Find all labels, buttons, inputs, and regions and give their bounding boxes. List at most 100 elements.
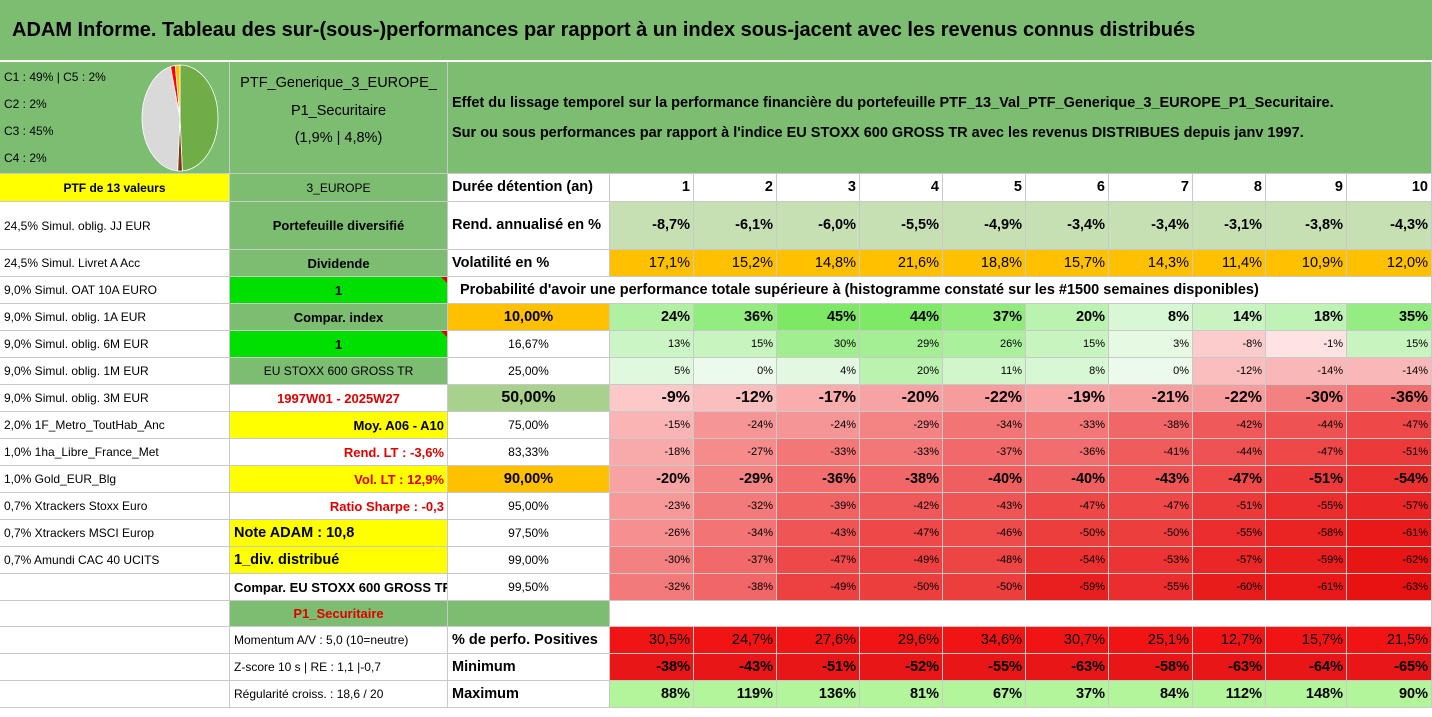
prob-cell: 4% — [777, 358, 860, 385]
pos-cell: 24,7% — [694, 627, 777, 654]
prob-cell: -43% — [1109, 466, 1193, 493]
colB-item: Rend. LT : -3,6% — [230, 439, 448, 466]
prob-threshold: 97,50% — [448, 520, 610, 547]
prob-cell: 29% — [860, 331, 943, 358]
prob-cell: -30% — [610, 547, 694, 574]
prob-threshold: 25,00% — [448, 358, 610, 385]
colA-item: 9,0% Simul. oblig. 1A EUR — [0, 304, 230, 331]
colB-item: 1 — [230, 277, 448, 304]
colA-item: 24,5% Simul. oblig. JJ EUR — [0, 202, 230, 250]
colA-item: 9,0% Simul. OAT 10A EURO — [0, 277, 230, 304]
prob-cell: -40% — [1026, 466, 1109, 493]
max-cell: 67% — [943, 681, 1026, 708]
pos-cell: 12,7% — [1193, 627, 1266, 654]
prob-cell: -46% — [943, 520, 1026, 547]
prob-cell: -48% — [943, 547, 1026, 574]
prob-cell: -63% — [1347, 574, 1432, 601]
colA-empty — [0, 654, 230, 681]
description-line-1: Effet du lissage temporel sur la perform… — [452, 95, 1334, 111]
prob-cell: 15% — [1347, 331, 1432, 358]
max-cell: 81% — [860, 681, 943, 708]
allocation-pie-chart — [141, 64, 219, 172]
prob-cell: -15% — [610, 412, 694, 439]
legend-line-1: C1 : 49% | C5 : 2% — [4, 70, 106, 84]
prob-cell: 36% — [694, 304, 777, 331]
prob-cell: -47% — [1109, 493, 1193, 520]
min-cell: -38% — [610, 654, 694, 681]
duration-label: Durée détention (an) — [448, 174, 610, 202]
min-cell: -55% — [943, 654, 1026, 681]
prob-threshold: 99,00% — [448, 547, 610, 574]
min-cell: -52% — [860, 654, 943, 681]
prob-cell: -36% — [1347, 385, 1432, 412]
pos-cell: 25,1% — [1109, 627, 1193, 654]
prob-cell: -8% — [1193, 331, 1266, 358]
prob-cell: -26% — [610, 520, 694, 547]
colB-item: Moy. A06 - A10 — [230, 412, 448, 439]
prob-cell: -36% — [1026, 439, 1109, 466]
max-cell: 112% — [1193, 681, 1266, 708]
colA-item: 0,7% Amundi CAC 40 UCITS — [0, 547, 230, 574]
prob-threshold: 99,50% — [448, 574, 610, 601]
prob-cell: -47% — [1193, 466, 1266, 493]
prob-cell: 13% — [610, 331, 694, 358]
colA-header: PTF de 13 valeurs — [0, 174, 230, 202]
max-cell: 136% — [777, 681, 860, 708]
year-header: 7 — [1109, 174, 1193, 202]
prob-cell: -51% — [1347, 439, 1432, 466]
prob-cell: -32% — [694, 493, 777, 520]
prob-cell: -38% — [694, 574, 777, 601]
rend-cell: -4,3% — [1347, 202, 1432, 250]
vol-cell: 12,0% — [1347, 250, 1432, 277]
max-cell: 119% — [694, 681, 777, 708]
colA-item: 0,7% Xtrackers MSCI Europ — [0, 520, 230, 547]
min-label: Minimum — [448, 654, 610, 681]
colB-item: 1997W01 - 2025W27 — [230, 385, 448, 412]
rend-cell: -5,5% — [860, 202, 943, 250]
prob-cell: 37% — [943, 304, 1026, 331]
colB-item: EU STOXX 600 GROSS TR — [230, 358, 448, 385]
prob-cell: -50% — [860, 574, 943, 601]
year-header: 9 — [1266, 174, 1347, 202]
year-header: 3 — [777, 174, 860, 202]
prob-cell: -17% — [777, 385, 860, 412]
pos-cell: 30,5% — [610, 627, 694, 654]
prob-cell: 20% — [1026, 304, 1109, 331]
max-cell: 84% — [1109, 681, 1193, 708]
prob-cell: -47% — [1026, 493, 1109, 520]
prob-cell: -29% — [860, 412, 943, 439]
vol-cell: 11,4% — [1193, 250, 1266, 277]
prob-cell: -55% — [1109, 574, 1193, 601]
prob-cell: -53% — [1109, 547, 1193, 574]
min-cell: -64% — [1266, 654, 1347, 681]
prob-cell: -44% — [1193, 439, 1266, 466]
colB-item: Compar. index — [230, 304, 448, 331]
prob-cell: -50% — [1026, 520, 1109, 547]
max-cell: 90% — [1347, 681, 1432, 708]
prob-cell: -47% — [777, 547, 860, 574]
colB-item: Momentum A/V : 5,0 (10=neutre) — [230, 627, 448, 654]
prob-cell: -22% — [943, 385, 1026, 412]
prob-cell: 18% — [1266, 304, 1347, 331]
prob-cell: 26% — [943, 331, 1026, 358]
prob-cell: -54% — [1347, 466, 1432, 493]
prob-cell: -14% — [1266, 358, 1347, 385]
prob-cell: -27% — [694, 439, 777, 466]
prob-cell: -51% — [1266, 466, 1347, 493]
colB-item: Dividende — [230, 250, 448, 277]
empty-green-cell — [448, 601, 610, 627]
colB-item: 1 — [230, 331, 448, 358]
prob-cell: 0% — [694, 358, 777, 385]
prob-cell: 45% — [777, 304, 860, 331]
prob-cell: 0% — [1109, 358, 1193, 385]
prob-cell: -14% — [1347, 358, 1432, 385]
prob-cell: 24% — [610, 304, 694, 331]
vol-cell: 18,8% — [943, 250, 1026, 277]
prob-cell: -40% — [943, 466, 1026, 493]
prob-cell: -47% — [860, 520, 943, 547]
colB-item: Vol. LT : 12,9% — [230, 466, 448, 493]
colA-item: 2,0% 1F_Metro_ToutHab_Anc — [0, 412, 230, 439]
pos-cell: 34,6% — [943, 627, 1026, 654]
colA-empty — [0, 601, 230, 627]
